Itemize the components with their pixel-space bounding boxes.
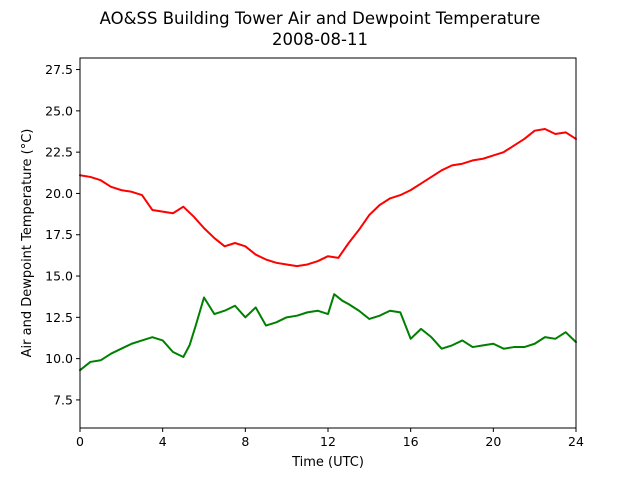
- chart-subtitle: 2008-08-11: [272, 30, 368, 49]
- chart-title: AO&SS Building Tower Air and Dewpoint Te…: [100, 9, 541, 28]
- y-tick-label: 15.0: [45, 269, 73, 284]
- x-tick-label: 24: [568, 434, 584, 449]
- x-tick-label: 12: [320, 434, 336, 449]
- y-tick-label: 7.5: [53, 392, 73, 407]
- x-tick-label: 20: [485, 434, 501, 449]
- y-axis-label: Air and Dewpoint Temperature (°C): [20, 129, 35, 358]
- x-tick-label: 0: [76, 434, 84, 449]
- y-tick-label: 27.5: [45, 62, 73, 77]
- x-axis-label: Time (UTC): [291, 455, 364, 470]
- series-line-1: [79, 128, 577, 268]
- y-tick-label: 20.0: [45, 186, 73, 201]
- y-tick-label: 12.5: [45, 310, 73, 325]
- y-tick-label: 25.0: [45, 103, 73, 118]
- x-tick-label: 16: [403, 434, 419, 449]
- y-tick-label: 22.5: [45, 145, 73, 160]
- y-tick-label: 17.5: [45, 227, 73, 242]
- y-axis: 7.5 10.0 12.5 15.0 17.5 20.0 22.5 25.0 27.5: [45, 62, 80, 407]
- series-layer: [79, 128, 577, 372]
- series-line-2: [79, 293, 577, 372]
- y-tick-label: 10.0: [45, 351, 73, 366]
- x-tick-label: 8: [241, 434, 249, 449]
- x-tick-label: 4: [159, 434, 167, 449]
- x-axis: 0 4 8 12 16 20 24: [76, 428, 584, 449]
